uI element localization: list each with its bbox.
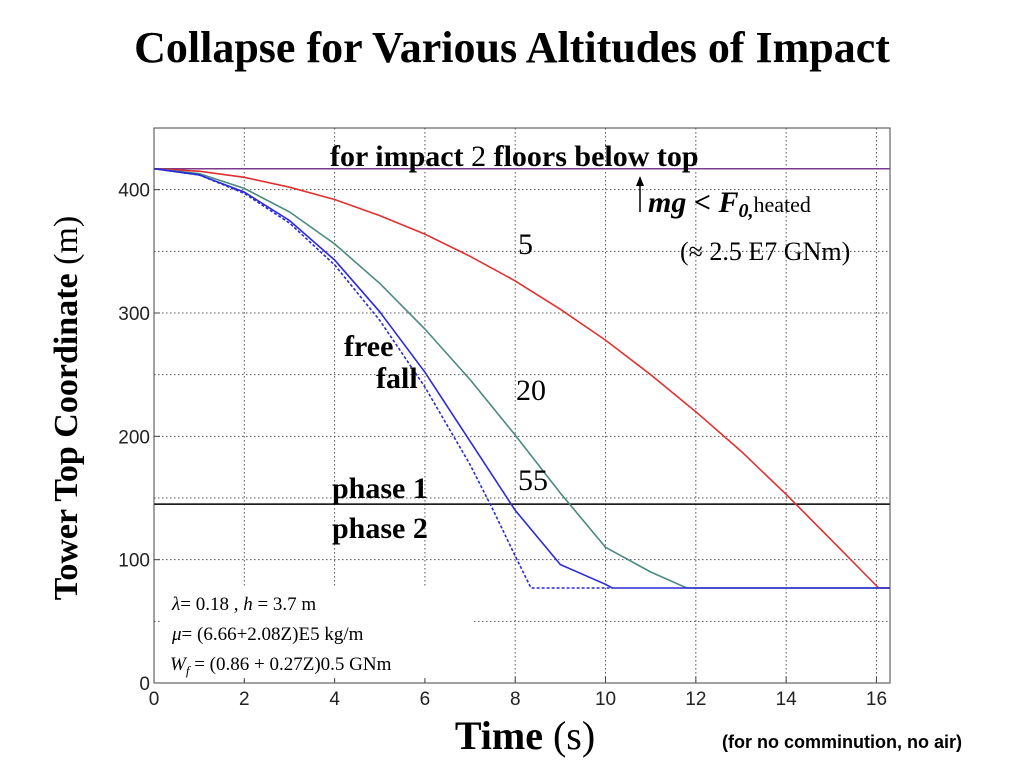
series-line-55 [153,167,890,589]
param-mu-sym: μ [171,624,182,645]
x-tick-label: 10 [595,689,616,710]
reference-lines [154,167,890,505]
ticks: 0 2 4 6 8 10 12 14 16 0 100 200 300 400 [118,181,887,710]
y-tick-label: 300 [118,304,150,325]
param-lambda-sym: λ [171,594,180,615]
mg-annotation-lt: < [686,186,718,219]
param-h-sym: h [243,594,253,615]
arrow-up-icon [636,176,644,186]
impact-annotation-b: floors below top [494,140,699,173]
mg-annotation-heated: heated [753,192,810,217]
impact-annotation-num: 2 [471,140,486,173]
series-group [153,167,890,589]
free-fall-label-free: free [344,330,393,363]
curve-label-5: 5 [518,228,533,261]
x-tick-label: 16 [866,689,887,710]
x-axis-label-unit: (s) [542,713,596,758]
param-lambda-h: λ= 0.18 , h = 3.7 m [171,594,316,615]
x-tick-label: 0 [149,689,160,710]
phase-2-label: phase 2 [332,512,428,545]
footnote: (for no comminution, no air) [722,732,962,752]
y-tick-label: 0 [139,674,150,695]
impact-annotation-a: for impact [330,140,464,173]
mg-annotation-mg: mg [648,186,686,219]
y-tick-label: 400 [118,181,150,202]
parameters-box: λ= 0.18 , h = 3.7 m μ= (6.66+2.08Z)E5 kg… [162,588,474,678]
x-tick-label: 6 [420,689,431,710]
curve-label-55: 55 [518,464,548,497]
param-mu: μ= (6.66+2.08Z)E5 kg/m [171,624,364,645]
x-tick-label: 8 [510,689,521,710]
param-wf-sym: W [170,654,188,675]
chart-title: Collapse for Various Altitudes of Impact [134,23,890,72]
impact-annotation: for impact 2 floors below top [330,140,699,173]
x-axis-label-main: Time [454,713,543,758]
x-tick-label: 12 [685,689,706,710]
parameters-box-bg [162,588,474,678]
param-h-val: = 3.7 m [253,594,317,615]
param-lambda-val: = 0.18 , [180,594,243,615]
series-line-free-fall [153,167,613,589]
y-tick-label: 100 [118,551,150,572]
x-tick-label: 14 [776,689,798,710]
energy-annotation: (≈ 2.5 E7 GNm) [680,237,850,266]
x-tick-label: 4 [329,689,340,710]
plot-frame [153,127,891,684]
param-mu-val: = (6.66+2.08Z)E5 kg/m [182,624,364,645]
param-wf-sub: f [186,663,192,678]
mg-annotation-f: F [717,186,738,219]
series-line-5 [153,167,890,589]
y-tick-label: 200 [118,427,150,448]
free-fall-label-fall: fall [376,362,418,395]
param-wf-val: = (0.86 + 0.27Z)0.5 GNm [189,654,391,675]
x-axis-label: Time (s) [400,712,650,759]
param-wf: Wf = (0.86 + 0.27Z)0.5 GNm [170,654,392,678]
mg-annotation: mg < F0,heated [648,186,811,222]
x-tick-label: 2 [239,689,250,710]
series-line-20 [153,167,890,589]
mg-annotation-sub: 0, [738,200,753,222]
phase-1-label: phase 1 [332,472,428,505]
curve-label-20: 20 [516,374,546,407]
